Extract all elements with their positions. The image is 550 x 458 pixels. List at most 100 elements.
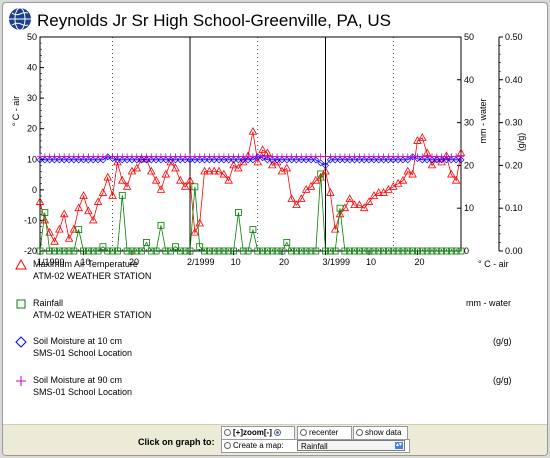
data-point-soil-10cm: [404, 156, 412, 164]
data-point-max-temp: [272, 157, 282, 166]
data-point-rainfall: [443, 247, 450, 255]
data-point-soil-10cm: [196, 156, 204, 164]
data-point-soil-10cm: [442, 156, 450, 164]
data-point-max-temp: [50, 237, 59, 245]
data-point-soil-10cm: [138, 156, 146, 164]
data-point-rainfall: [385, 247, 392, 255]
data-point-rainfall: [157, 221, 165, 229]
data-point-soil-10cm: [84, 156, 92, 164]
data-point-rainfall: [278, 247, 286, 255]
y-right2-tick-label: 0.00: [505, 246, 523, 256]
data-point-soil-10cm: [104, 153, 112, 161]
show-data-radio[interactable]: [356, 428, 363, 436]
data-point-soil-10cm: [380, 156, 388, 164]
legend-unit: (g/g): [493, 375, 512, 385]
data-point-max-temp: [84, 206, 93, 215]
data-point-max-temp: [234, 163, 243, 172]
recenter-radio[interactable]: [300, 428, 307, 436]
data-point-soil-10cm: [341, 156, 349, 164]
show-data-control[interactable]: show data: [353, 426, 408, 440]
data-point-soil-10cm: [307, 156, 315, 164]
data-point-soil-10cm: [283, 156, 291, 164]
data-point-rainfall: [254, 247, 262, 255]
y-right1-tick-label: 20: [464, 160, 474, 170]
data-point-rainfall: [230, 247, 237, 255]
data-point-rainfall: [215, 247, 223, 255]
data-point-max-temp: [330, 224, 340, 233]
data-point-soil-10cm: [249, 156, 257, 164]
data-point-soil-10cm: [181, 156, 189, 164]
zoom-in-radio[interactable]: [224, 428, 231, 436]
data-point-rainfall: [326, 247, 334, 255]
create-map-radio[interactable]: [224, 441, 231, 449]
data-point-max-temp: [147, 166, 156, 175]
data-point-rainfall: [351, 247, 358, 255]
data-point-soil-10cm: [128, 156, 136, 164]
plus-icon: [16, 376, 26, 386]
data-point-max-temp: [64, 233, 74, 242]
data-point-soil-10cm: [365, 156, 373, 164]
data-point-rainfall: [307, 247, 315, 255]
recenter-control[interactable]: recenter: [297, 426, 352, 440]
data-point-max-temp: [350, 200, 359, 209]
data-point-soil-10cm: [336, 156, 344, 164]
data-point-rainfall: [235, 209, 242, 216]
data-point-max-temp: [176, 175, 185, 184]
y-right1-tick-label: 0: [464, 246, 469, 256]
data-point-soil-10cm: [75, 156, 83, 164]
x-tick-label: 2/1999: [187, 257, 215, 267]
legend-source: SMS-01 School Location: [33, 348, 133, 358]
data-point-max-temp: [190, 227, 200, 236]
zoom-out-radio[interactable]: [273, 428, 281, 436]
graph-area[interactable]: ° C - air mm - water (g/g) -20 -10 0 10 20 30…: [3, 25, 547, 283]
data-point-max-temp: [59, 209, 69, 218]
data-point-max-temp: [219, 169, 229, 178]
data-point-max-temp: [117, 175, 127, 184]
data-point-soil-10cm: [118, 156, 126, 164]
y-right2-tick-label: 0.30: [505, 118, 523, 128]
data-point-max-temp: [45, 227, 54, 236]
data-point-max-temp: [35, 197, 45, 205]
data-point-soil-10cm: [360, 156, 368, 164]
data-point-rainfall: [84, 247, 92, 255]
show-data-label: show data: [365, 428, 402, 437]
data-point-rainfall: [297, 247, 305, 255]
data-point-soil-10cm: [326, 156, 334, 164]
data-point-soil-10cm: [302, 156, 310, 164]
data-point-soil-10cm: [230, 156, 238, 164]
data-point-rainfall: [336, 204, 344, 212]
data-point-rainfall: [244, 247, 252, 255]
data-point-rainfall: [389, 247, 397, 255]
data-point-rainfall: [80, 247, 87, 255]
data-point-max-temp: [258, 145, 267, 154]
x-tick-label: 1/1999: [37, 257, 65, 267]
data-point-max-temp: [374, 188, 384, 196]
data-point-max-temp: [171, 163, 180, 172]
data-point-soil-10cm: [433, 156, 441, 164]
data-point-soil-10cm: [278, 156, 286, 164]
data-point-rainfall: [457, 247, 465, 255]
data-point-soil-10cm: [355, 156, 363, 164]
data-point-rainfall: [94, 247, 102, 255]
data-point-max-temp: [451, 175, 461, 184]
page-title: Reynolds Jr Sr High School-Greenville, P…: [37, 11, 391, 30]
data-point-max-temp: [364, 197, 374, 205]
data-point-rainfall: [273, 247, 281, 255]
data-point-max-temp: [292, 200, 301, 209]
data-point-max-temp: [437, 157, 446, 166]
data-point-max-temp: [166, 157, 175, 166]
data-point-rainfall: [399, 247, 407, 255]
y-axis-right2-label: (g/g): [516, 133, 526, 152]
x-tick-label: 20: [279, 257, 289, 267]
data-point-soil-10cm: [409, 153, 417, 161]
data-point-soil-10cm: [113, 156, 121, 164]
data-point-max-temp: [185, 175, 195, 184]
data-point-max-temp: [427, 160, 437, 169]
data-point-max-temp: [355, 200, 364, 209]
map-variable-select[interactable]: Rainfall ▴▾: [297, 440, 405, 451]
data-point-soil-10cm: [273, 156, 281, 164]
data-point-max-temp: [132, 163, 142, 172]
data-point-rainfall: [380, 247, 387, 255]
data-point-max-temp: [335, 209, 345, 218]
data-point-rainfall: [89, 247, 97, 255]
